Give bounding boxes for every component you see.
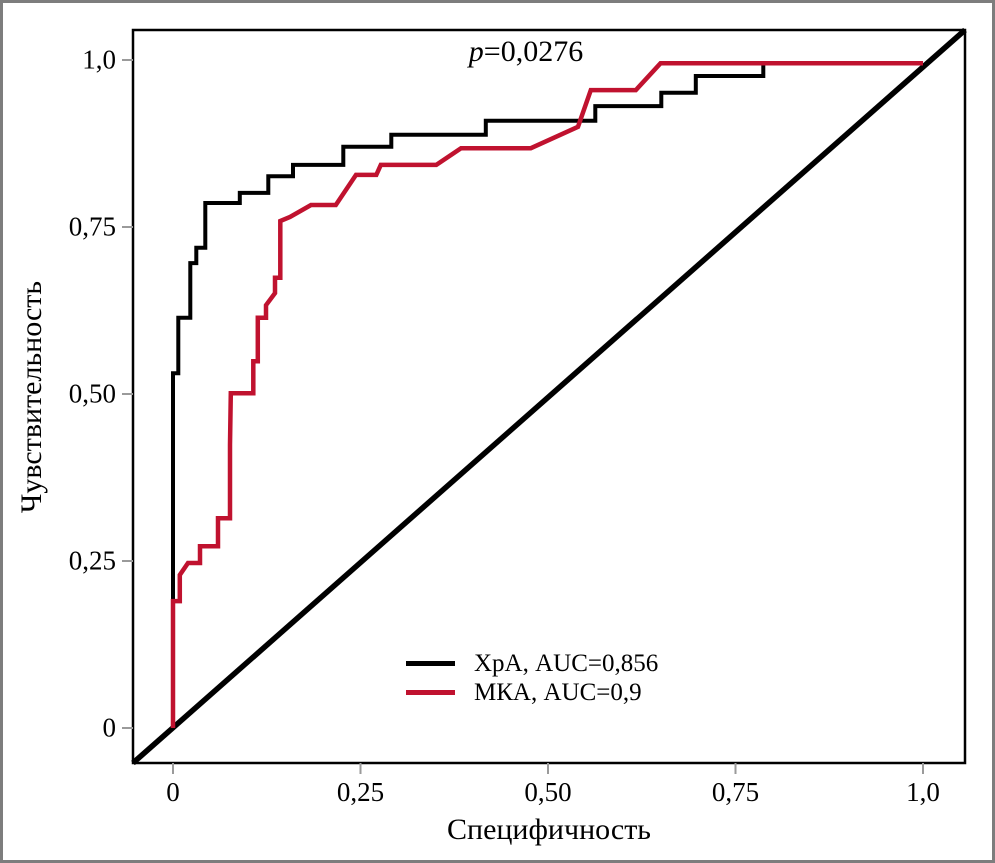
y-tick-label: 0,50 [68, 378, 116, 409]
legend-line-swatch-red [406, 690, 455, 695]
y-axis-title-text: Чувствительность [15, 280, 48, 513]
legend-label-mka: МКА, AUC=0,9 [474, 678, 642, 706]
y-tick-label: 0 [102, 712, 117, 743]
x-tick-label: 0,75 [711, 777, 760, 807]
legend-item-xra: ХрА, AUC=0,856 [406, 649, 658, 678]
roc-chart-canvas [122, 27, 967, 774]
legend-label-xra: ХрА, AUC=0,856 [474, 649, 659, 677]
p-value-text: =0,0276 [483, 35, 584, 68]
y-tick-label: 0,25 [68, 545, 116, 576]
y-tick-label: 1,0 [82, 44, 116, 75]
diagonal-reference-line [131, 27, 967, 766]
p-symbol: p [468, 35, 484, 68]
legend-line-swatch-black [406, 661, 455, 666]
x-tick-label: 1,0 [906, 777, 940, 807]
y-tick-label: 0,75 [68, 211, 116, 242]
roc-curve-mka [170, 61, 923, 728]
x-axis-title: Специфичность [447, 813, 651, 846]
x-tick-label: 0,25 [336, 777, 385, 807]
x-tick-label: 0 [166, 777, 180, 807]
x-tick-label: 0,50 [524, 777, 572, 807]
legend-item-mka: МКА, AUC=0,9 [406, 678, 658, 707]
roc-curve-xra [171, 61, 923, 728]
legend: ХрА, AUC=0,856 МКА, AUC=0,9 [406, 649, 658, 707]
p-value-annotation: p=0,0276 [446, 35, 606, 69]
